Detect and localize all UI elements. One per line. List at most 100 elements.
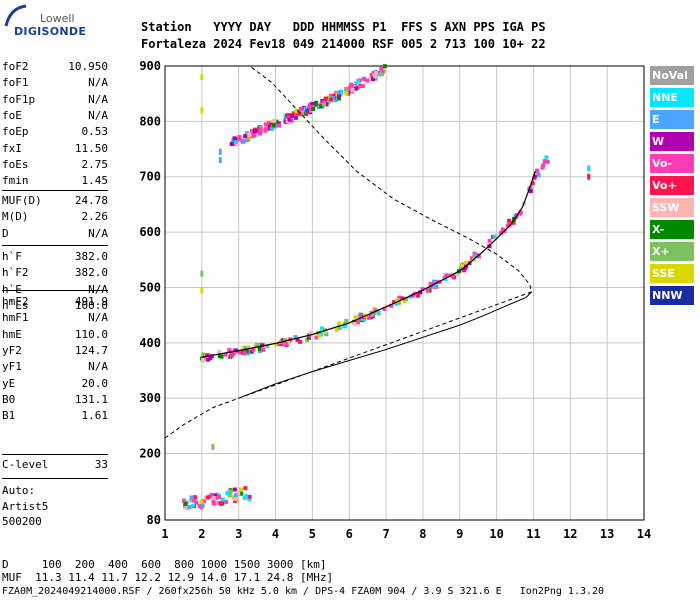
param-name: yF1 [2, 360, 22, 374]
isolated-mark [587, 165, 591, 172]
trace-mark [209, 354, 214, 359]
trace-mark [191, 498, 196, 503]
trace-mark [511, 220, 516, 225]
trace-mark [460, 263, 465, 268]
trace-mark [220, 497, 225, 502]
trace-mark [234, 137, 239, 142]
param-row-he: h`E N/A [2, 283, 108, 299]
param-value: N/A [88, 360, 108, 374]
trace-mark [532, 174, 537, 179]
trace-mark [344, 91, 349, 96]
trace-mark [219, 501, 224, 506]
param-name: hmF1 [2, 311, 29, 325]
trace-mark [242, 139, 247, 144]
trace-mark [432, 279, 437, 284]
trace-mark [316, 105, 321, 110]
trace-mark [249, 349, 254, 354]
y-tick-label: 400 [139, 336, 161, 350]
trace-mark [272, 118, 277, 123]
trace-mark [223, 352, 228, 357]
trace-mark [430, 282, 435, 287]
trace-mark [246, 351, 251, 356]
trace-mark [243, 486, 248, 491]
trace-mark [255, 342, 260, 347]
trace-mark [404, 296, 409, 301]
trace-mark [321, 100, 326, 105]
trace-mark [415, 293, 420, 298]
trace-mark [219, 354, 224, 359]
trace-mark [334, 95, 339, 100]
param-name: h`F [2, 250, 22, 263]
y-tick-label: 300 [139, 391, 161, 405]
trace-mark [233, 348, 238, 353]
trace-mark [233, 139, 238, 144]
trace-mark [244, 494, 249, 499]
trace-mark [432, 284, 437, 289]
trace-mark [206, 357, 211, 362]
trace-mark [476, 254, 481, 259]
trace-mark [260, 343, 265, 348]
trace-mark [269, 126, 274, 131]
param-name: yF2 [2, 343, 22, 357]
param-row-hmf1: hmF1 N/A [2, 311, 108, 327]
legend-item-vo: Vo+ [650, 176, 694, 195]
trace-mark [337, 90, 342, 95]
trace-mark [284, 113, 289, 118]
isolated-mark [218, 148, 222, 155]
trace-mark [353, 86, 358, 91]
param-name: foEp [2, 125, 29, 139]
trace-mark [255, 129, 260, 134]
param-row-foep: foEp 0.53 [2, 125, 108, 141]
param-name: M(D) [2, 210, 29, 224]
trace-mark [257, 131, 262, 136]
trace-mark [322, 102, 327, 107]
trace-mark [293, 115, 298, 120]
trace-mark [355, 320, 360, 325]
d-row: D 100 200 400 600 800 1000 1500 3000 [km… [2, 558, 327, 571]
logo-digisonde-text: DIGISONDE [14, 25, 87, 38]
trace-mark [277, 123, 282, 128]
trace-mark [397, 301, 402, 306]
trace-mark [487, 238, 492, 243]
isolated-mark [200, 107, 204, 114]
param-row-hme: hmE 110.0 [2, 328, 108, 344]
logo-lowell-text: Lowell [40, 12, 75, 25]
trace-mark [349, 82, 354, 87]
trace-mark [211, 501, 216, 506]
trace-mark [450, 274, 455, 279]
param-value: 124.7 [74, 343, 108, 357]
trace-mark [247, 494, 252, 499]
legend-item-vo: Vo- [650, 154, 694, 173]
trace-mark [200, 503, 205, 508]
trace-mark [507, 218, 512, 223]
trace-mark [352, 322, 357, 327]
param-row-hf2: h`F2 382.0 [2, 266, 108, 282]
trace-mark [265, 344, 270, 349]
param-name: C-level [2, 458, 49, 471]
isolated-mark [218, 157, 222, 164]
x-tick-label: 12 [563, 527, 577, 541]
trace-mark [428, 284, 433, 289]
param-row-ye: yE 20.0 [2, 377, 108, 393]
header-row-values: Fortaleza 2024 Fev18 049 214000 RSF 005 … [141, 37, 546, 51]
param-row-yf1: yF1 N/A [2, 360, 108, 376]
plot-frame [164, 65, 645, 521]
x-tick-label: 5 [309, 527, 316, 541]
trace-mark [324, 102, 329, 107]
trace-mark [350, 87, 355, 92]
auto-info-line: 500200 [2, 515, 42, 528]
param-row-b1: B1 1.61 [2, 409, 108, 425]
trace-mark [348, 85, 353, 90]
param-value: N/A [88, 92, 108, 106]
param-row-foes: foEs 2.75 [2, 158, 108, 174]
trace-mark [400, 296, 405, 301]
trace-mark [444, 273, 449, 278]
trace-mark [345, 87, 350, 92]
trace-mark [205, 353, 210, 358]
trace-mark [236, 491, 241, 496]
param-row-foe: foE N/A [2, 109, 108, 125]
trace-mark [336, 96, 341, 101]
trace-mark [223, 499, 228, 504]
trace-mark [205, 495, 210, 500]
